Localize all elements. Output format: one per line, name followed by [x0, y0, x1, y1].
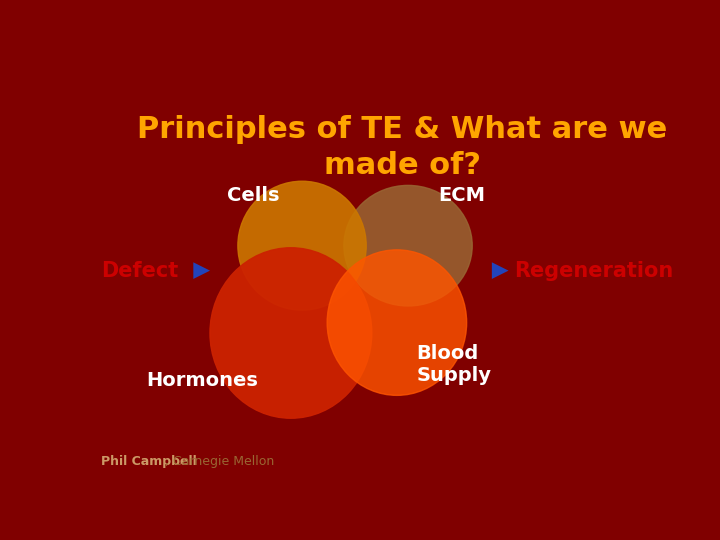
Text: Defect: Defect	[101, 261, 179, 281]
Text: Principles of TE & What are we
made of?: Principles of TE & What are we made of?	[138, 114, 667, 180]
Ellipse shape	[210, 248, 372, 418]
Text: , Carnegie Mellon: , Carnegie Mellon	[166, 455, 274, 468]
Text: Phil Campbell: Phil Campbell	[101, 455, 197, 468]
Text: ECM: ECM	[438, 186, 486, 205]
Ellipse shape	[344, 185, 472, 306]
Text: Regeneration: Regeneration	[514, 261, 673, 281]
Ellipse shape	[327, 250, 467, 395]
Text: Blood
Supply: Blood Supply	[416, 343, 492, 384]
Text: Hormones: Hormones	[145, 372, 258, 390]
Text: Cells: Cells	[227, 186, 279, 205]
Ellipse shape	[238, 181, 366, 310]
